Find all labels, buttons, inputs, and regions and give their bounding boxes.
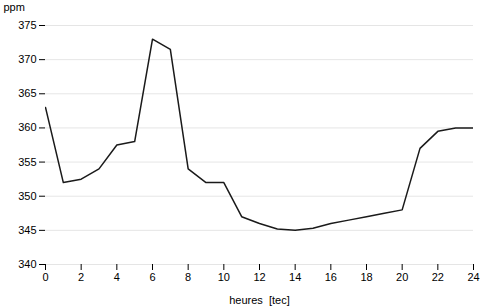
svg-text:360: 360: [18, 121, 36, 133]
svg-text:340: 340: [18, 258, 36, 270]
svg-text:10: 10: [218, 271, 230, 283]
svg-text:14: 14: [289, 271, 301, 283]
svg-text:375: 375: [18, 19, 36, 31]
svg-text:370: 370: [18, 53, 36, 65]
svg-text:ppm: ppm: [4, 1, 25, 13]
svg-text:2: 2: [78, 271, 84, 283]
svg-text:355: 355: [18, 156, 36, 168]
svg-text:345: 345: [18, 224, 36, 236]
svg-text:18: 18: [360, 271, 372, 283]
svg-text:4: 4: [114, 271, 120, 283]
svg-text:12: 12: [253, 271, 265, 283]
svg-text:8: 8: [185, 271, 191, 283]
svg-text:0: 0: [42, 271, 48, 283]
svg-text:20: 20: [396, 271, 408, 283]
svg-text:16: 16: [325, 271, 337, 283]
svg-text:365: 365: [18, 87, 36, 99]
svg-text:heures [tec]: heures [tec]: [229, 294, 290, 306]
svg-text:24: 24: [467, 271, 479, 283]
svg-text:6: 6: [149, 271, 155, 283]
svg-text:350: 350: [18, 190, 36, 202]
svg-text:22: 22: [432, 271, 444, 283]
